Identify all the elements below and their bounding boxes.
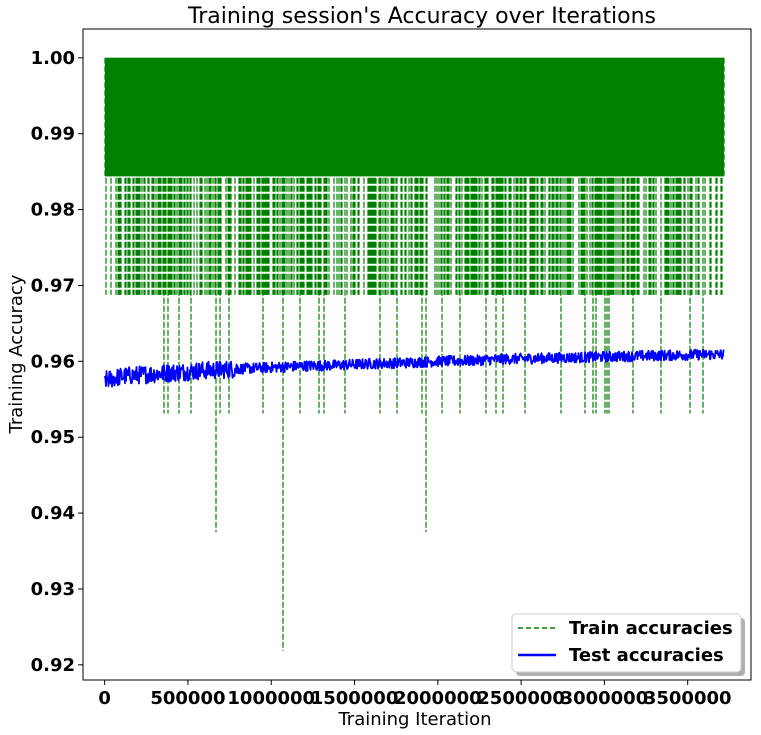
y-axis: 0.92 0.93 0.94 0.95 0.96 0.97 0.98 0.99 1.00 — [31, 48, 83, 676]
train-accuracies-band — [105, 57, 724, 177]
train-accuracies-series — [104, 57, 725, 651]
y-tick-label: 0.97 — [31, 275, 75, 296]
y-tick-label: 0.92 — [31, 655, 75, 676]
x-tick-label: 3500000 — [644, 688, 732, 709]
plot-frame — [82, 28, 752, 681]
x-tick-label: 1500000 — [311, 688, 399, 709]
x-tick-label: 1000000 — [227, 688, 315, 709]
y-tick-label: 0.94 — [31, 503, 75, 524]
x-axis-label: Training Iteration — [337, 709, 491, 730]
test-accuracies-line — [104, 348, 725, 388]
legend-train-label: Train accuracies — [569, 618, 733, 639]
legend-test-label: Test accuracies — [569, 645, 724, 666]
legend-box — [511, 613, 742, 673]
x-tick-label: 2500000 — [477, 688, 565, 709]
x-tick-label: 500000 — [150, 688, 225, 709]
y-tick-label: 1.00 — [31, 48, 75, 69]
test-accuracies-series — [104, 348, 725, 388]
x-tick-label: 3000000 — [561, 688, 649, 709]
y-tick-label: 0.96 — [31, 351, 75, 372]
y-tick-label: 0.99 — [31, 124, 75, 145]
x-tick-label: 2000000 — [394, 688, 482, 709]
x-axis: 0 500000 100000015000002000000250000030000… — [98, 680, 732, 709]
x-tick-label: 0 — [98, 688, 111, 709]
legend: Train accuracies Test accuracies — [511, 613, 745, 676]
y-tick-label: 0.93 — [31, 579, 75, 600]
chart-title: Training session's Accuracy over Iterati… — [187, 4, 656, 29]
y-tick-label: 0.98 — [31, 200, 75, 221]
y-axis-label: Training Accuracy — [6, 274, 27, 434]
y-tick-label: 0.95 — [31, 427, 75, 448]
